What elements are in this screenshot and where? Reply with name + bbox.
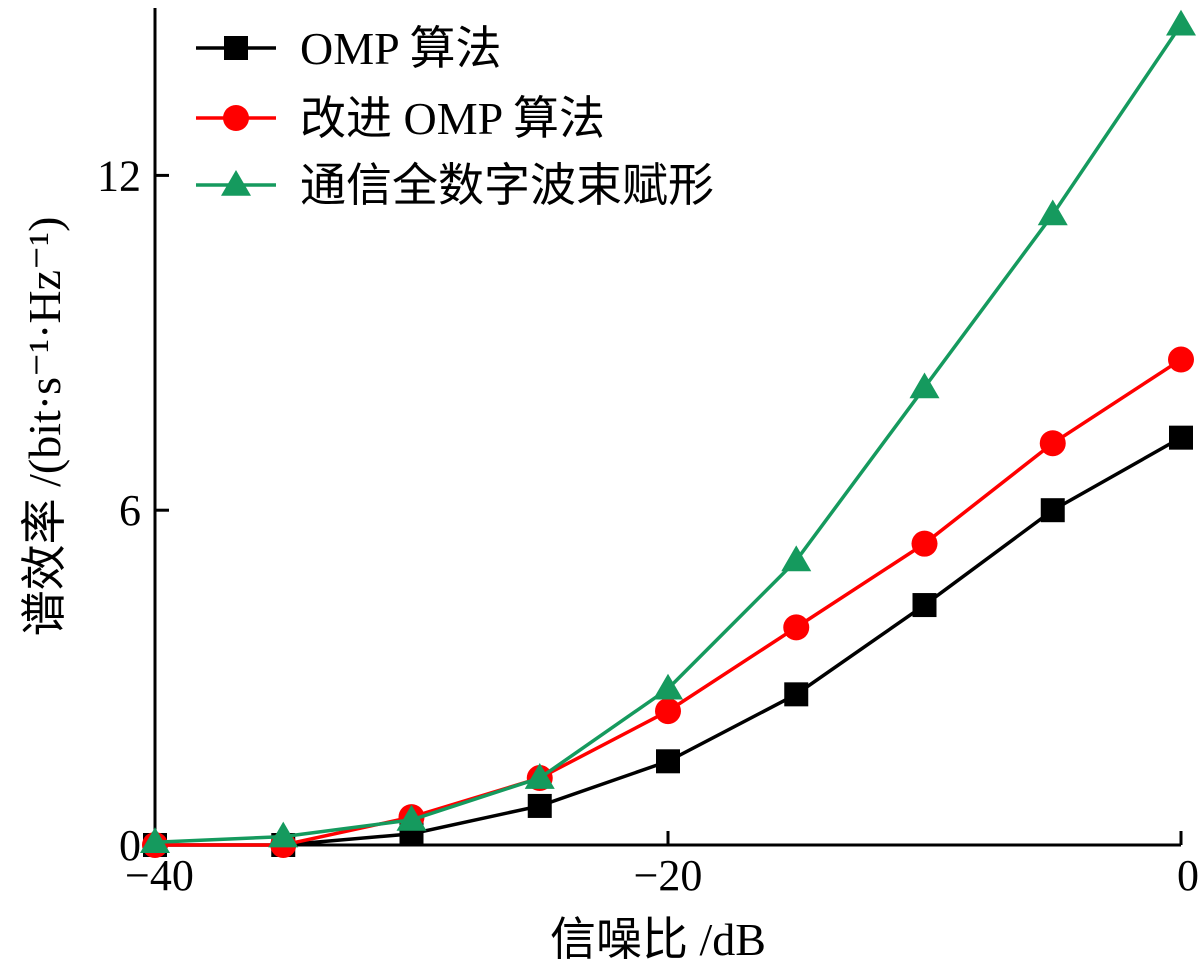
- square-marker: [656, 749, 680, 774]
- triangle-marker: [140, 827, 170, 854]
- triangle-marker-legend: [221, 170, 251, 196]
- triangle-marker: [524, 763, 555, 789]
- triangle-marker: [781, 545, 812, 572]
- series-layer: [140, 9, 1196, 858]
- y-axis-title: 谱效率 /(bit·s⁻¹·Hz⁻¹): [19, 217, 70, 637]
- x-tick-label: 0: [1177, 851, 1199, 900]
- y-tick-label: 0: [119, 821, 141, 870]
- triangle-marker: [1037, 199, 1068, 226]
- circle-marker: [655, 698, 681, 725]
- legend-item: 通信全数字波束赋形: [196, 160, 714, 211]
- square-marker: [912, 593, 937, 618]
- circle-marker: [783, 614, 810, 641]
- series-line: [155, 436, 1182, 847]
- legend-label: OMP 算法: [300, 23, 502, 74]
- y-tick-label: 6: [119, 486, 141, 535]
- axes: −40 −20 0 0 6 12: [97, 8, 1199, 900]
- triangle-marker: [909, 372, 940, 399]
- legend-label: 改进 OMP 算法: [300, 93, 605, 144]
- series-3: [140, 9, 1196, 854]
- x-tick-label: −20: [634, 851, 703, 900]
- circle-marker-legend: [223, 105, 249, 131]
- circle-marker: [1039, 430, 1066, 457]
- circle-marker: [911, 530, 938, 557]
- circle-marker: [1168, 346, 1194, 373]
- x-ticks: −40 −20 0: [125, 831, 1199, 900]
- series-2: [142, 346, 1194, 858]
- square-marker-legend: [224, 36, 248, 60]
- square-marker: [784, 682, 809, 707]
- triangle-marker: [268, 821, 299, 848]
- triangle-marker: [653, 673, 683, 700]
- square-marker: [527, 793, 552, 818]
- square-marker: [1040, 498, 1065, 523]
- x-tick-label: −40: [125, 851, 194, 900]
- legend-item: 改进 OMP 算法: [196, 93, 605, 144]
- square-marker: [1169, 425, 1193, 450]
- triangle-marker: [396, 804, 427, 831]
- y-tick-label: 12: [97, 151, 141, 200]
- legend-label: 通信全数字波束赋形: [300, 160, 714, 211]
- series-1: [143, 425, 1193, 857]
- y-ticks: 0 6 12: [97, 151, 169, 870]
- legend-item: OMP 算法: [196, 23, 502, 74]
- triangle-marker: [1166, 9, 1196, 36]
- x-axis-title: 信噪比 /dB: [550, 914, 766, 965]
